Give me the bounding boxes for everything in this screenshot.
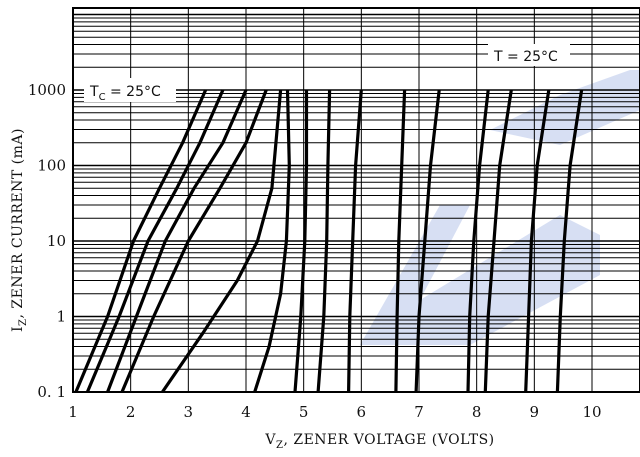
series-line-8 [316, 89, 332, 393]
series-line-15 [555, 89, 584, 393]
annotations: TC = 25°C T = 25°C [84, 44, 570, 103]
annotation-tc: TC = 25°C [89, 84, 161, 103]
y-tick-label: 0. 1 [37, 383, 66, 401]
series-line-5 [161, 89, 283, 393]
x-tick-label: 1 [68, 403, 78, 421]
series-line-2 [85, 89, 225, 393]
x-axis-title: VZ, ZENER VOLTAGE (VOLTS) [264, 432, 494, 451]
y-tick-label: 1000 [28, 81, 66, 99]
series-line-3 [106, 89, 248, 393]
series-line-13 [483, 89, 513, 393]
x-tick-label: 7 [414, 403, 424, 421]
series-line-9 [347, 89, 363, 393]
x-tick-label: 10 [582, 403, 601, 421]
y-tick-label: 10 [47, 232, 66, 250]
y-tick-label: 1 [56, 308, 66, 326]
series-line-4 [120, 89, 268, 393]
x-tick-label: 8 [472, 403, 482, 421]
x-tick-label: 3 [184, 403, 194, 421]
series-line-1 [74, 89, 208, 393]
series-line-11 [414, 89, 441, 393]
annotation-t: T = 25°C [493, 49, 558, 65]
watermark-logo [360, 70, 640, 345]
series-line-6 [253, 89, 291, 393]
series-group [74, 89, 584, 393]
series-line-12 [466, 89, 490, 393]
annotation-bg [84, 78, 176, 102]
watermark-shape [490, 70, 640, 145]
series-line-10 [394, 89, 407, 393]
y-axis-title: IZ, ZENER CURRENT (mA) [10, 128, 29, 332]
x-tick-label: 5 [299, 403, 309, 421]
x-tick-label: 9 [530, 403, 540, 421]
annotation-bg [488, 44, 570, 66]
x-tick-label: 2 [126, 403, 136, 421]
x-tick-label: 4 [241, 403, 251, 421]
series-line-14 [524, 89, 551, 393]
series-line-7 [293, 90, 309, 393]
x-tick-label: 6 [357, 403, 367, 421]
axis-titles: VZ, ZENER VOLTAGE (VOLTS) IZ, ZENER CURRE… [10, 128, 494, 451]
y-tick-label: 100 [37, 157, 66, 175]
